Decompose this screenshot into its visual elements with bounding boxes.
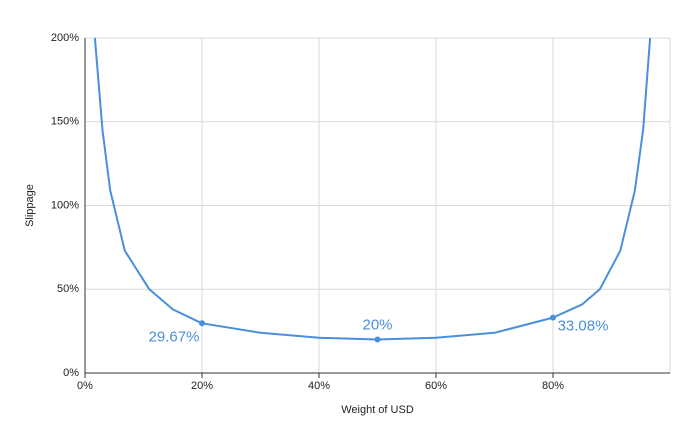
y-tick-label: 200% (51, 32, 79, 44)
value-label: 20% (362, 316, 392, 333)
x-axis-label: Weight of USD (341, 404, 414, 416)
x-tick-label: 60% (425, 380, 447, 392)
y-tick-label: 100% (51, 199, 79, 211)
y-tick-label: 0% (63, 367, 79, 379)
x-tick-label: 80% (542, 380, 564, 392)
y-axis-label: Slippage (24, 184, 36, 227)
x-tick-label: 0% (77, 380, 93, 392)
value-label: 33.08% (558, 318, 609, 335)
y-tick-label: 150% (51, 116, 79, 128)
marker (199, 320, 205, 327)
x-tick-label: 40% (308, 380, 330, 392)
y-tick-label: 50% (57, 283, 79, 295)
marker (374, 336, 381, 343)
x-tick-label: 20% (191, 380, 213, 392)
marker (550, 314, 556, 321)
value-label: 29.67% (149, 328, 200, 345)
curve (93, 37, 652, 341)
